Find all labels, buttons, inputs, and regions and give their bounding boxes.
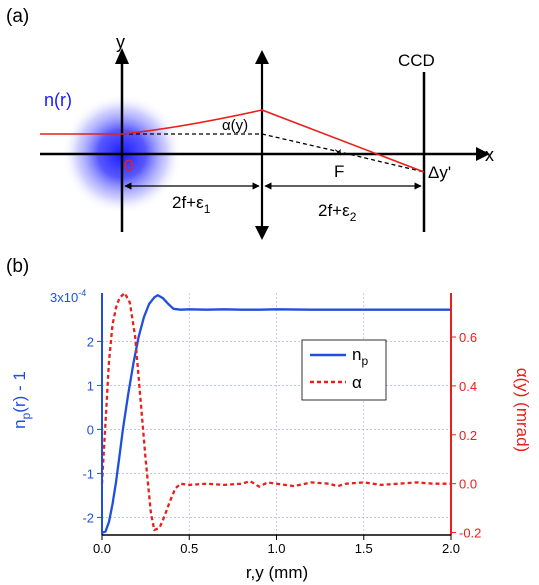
y-axis-label: y xyxy=(116,32,125,52)
y-left-tick-label: 0 xyxy=(87,422,94,437)
x-ticks: 0.0 0.5 1.0 1.5 2.0 xyxy=(93,535,460,556)
y-right-tick-label: 0.6 xyxy=(459,330,477,345)
x-axis-title: r,y (mm) xyxy=(246,563,308,582)
plot-area xyxy=(100,291,452,535)
x-axis-label: x xyxy=(485,145,494,165)
x-tick-label: 0.0 xyxy=(93,541,111,556)
panel-b: (b) 0.0 0.5 1.0 1.5 2.0 -2 -1 0 1 2 -0.2 0.0 0.2 0.… xyxy=(6,256,532,582)
y-left-tick-label: -2 xyxy=(82,510,94,525)
x-tick-label: 0.5 xyxy=(180,541,198,556)
y-left-tick-label: -1 xyxy=(82,466,94,481)
panel-a-label: (a) xyxy=(6,6,29,27)
legend-label-alpha: α xyxy=(352,373,362,392)
lens-arrow-top xyxy=(255,50,269,64)
origin-label: 0 xyxy=(124,156,133,175)
y-right-tick-label: 0.2 xyxy=(459,428,477,443)
series-line-alpha xyxy=(100,291,451,532)
displacement-label: Δy' xyxy=(428,163,451,182)
distance-1-label: 2f+ε1 xyxy=(172,193,211,216)
legend-box xyxy=(301,339,387,401)
x-axis-arrow xyxy=(476,147,490,161)
focus-marker: × xyxy=(334,144,342,160)
y-axis-arrow xyxy=(115,48,129,64)
lens-arrow-bottom xyxy=(255,226,269,240)
angle-label: α(y) xyxy=(222,117,248,134)
panel-b-label: (b) xyxy=(6,256,29,277)
legend: np α xyxy=(301,339,387,401)
series-layer xyxy=(100,291,451,534)
y-right-tick-label: -0.2 xyxy=(459,526,481,541)
y-left-tick-label: 1 xyxy=(87,378,94,393)
deflected-ray xyxy=(40,109,425,173)
medium-label: n(r) xyxy=(44,90,72,110)
y-left-tick-label: 2 xyxy=(87,334,94,349)
focus-label: F xyxy=(334,162,344,181)
left-scale-note: 3x10-4 xyxy=(50,288,86,305)
y-ticks-right: -0.2 0.0 0.2 0.4 0.6 xyxy=(451,330,481,541)
legend-label-np: np xyxy=(352,345,368,368)
reference-ray xyxy=(122,133,425,173)
ccd-label: CCD xyxy=(398,51,435,70)
y-ticks-left: -2 -1 0 1 2 xyxy=(82,334,102,525)
grid xyxy=(101,293,452,535)
distance-2-label: 2f+ε2 xyxy=(318,201,357,224)
x-tick-label: 1.0 xyxy=(267,541,285,556)
left-axis-title: np(r) - 1 xyxy=(10,371,33,429)
x-tick-label: 2.0 xyxy=(442,541,460,556)
y-right-tick-label: 0.0 xyxy=(459,477,477,492)
y-right-tick-label: 0.4 xyxy=(459,379,477,394)
x-tick-label: 1.5 xyxy=(355,541,373,556)
panel-a: (a) n(r) x y 0 CCD α(y) × F Δy' xyxy=(6,6,494,240)
right-axis-title: α(y) (mrad) xyxy=(513,368,532,452)
series-line-np xyxy=(101,294,451,534)
